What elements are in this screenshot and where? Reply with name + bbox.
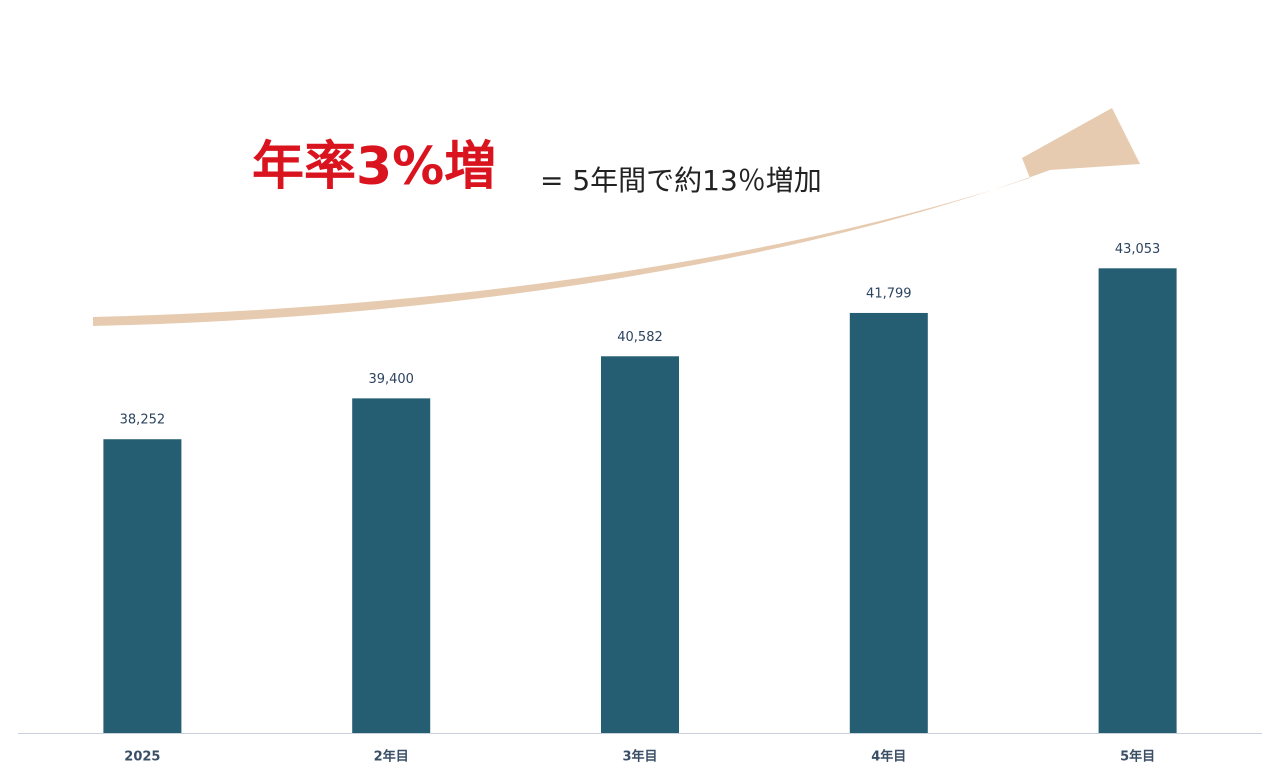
x-tick-label: 4年目 (871, 749, 906, 765)
x-tick-label: 5年目 (1120, 749, 1155, 765)
headline: 年率3%増 (252, 137, 496, 197)
bar (352, 398, 431, 733)
value-label: 38,252 (120, 413, 166, 428)
bar (1098, 268, 1177, 733)
growth-arrow (93, 108, 1140, 326)
bar (849, 312, 928, 733)
value-label: 43,053 (1115, 242, 1161, 257)
bar (601, 356, 679, 733)
value-label: 41,799 (866, 286, 912, 301)
x-tick-label: 2年目 (374, 749, 409, 765)
bar (103, 439, 182, 733)
x-tick-label: 2025 (124, 750, 160, 765)
value-label: 40,582 (617, 330, 663, 345)
x-tick-label: 3年目 (622, 749, 657, 765)
value-label: 39,400 (368, 372, 414, 387)
subheadline: = 5年間で約13％増加 (540, 164, 822, 197)
